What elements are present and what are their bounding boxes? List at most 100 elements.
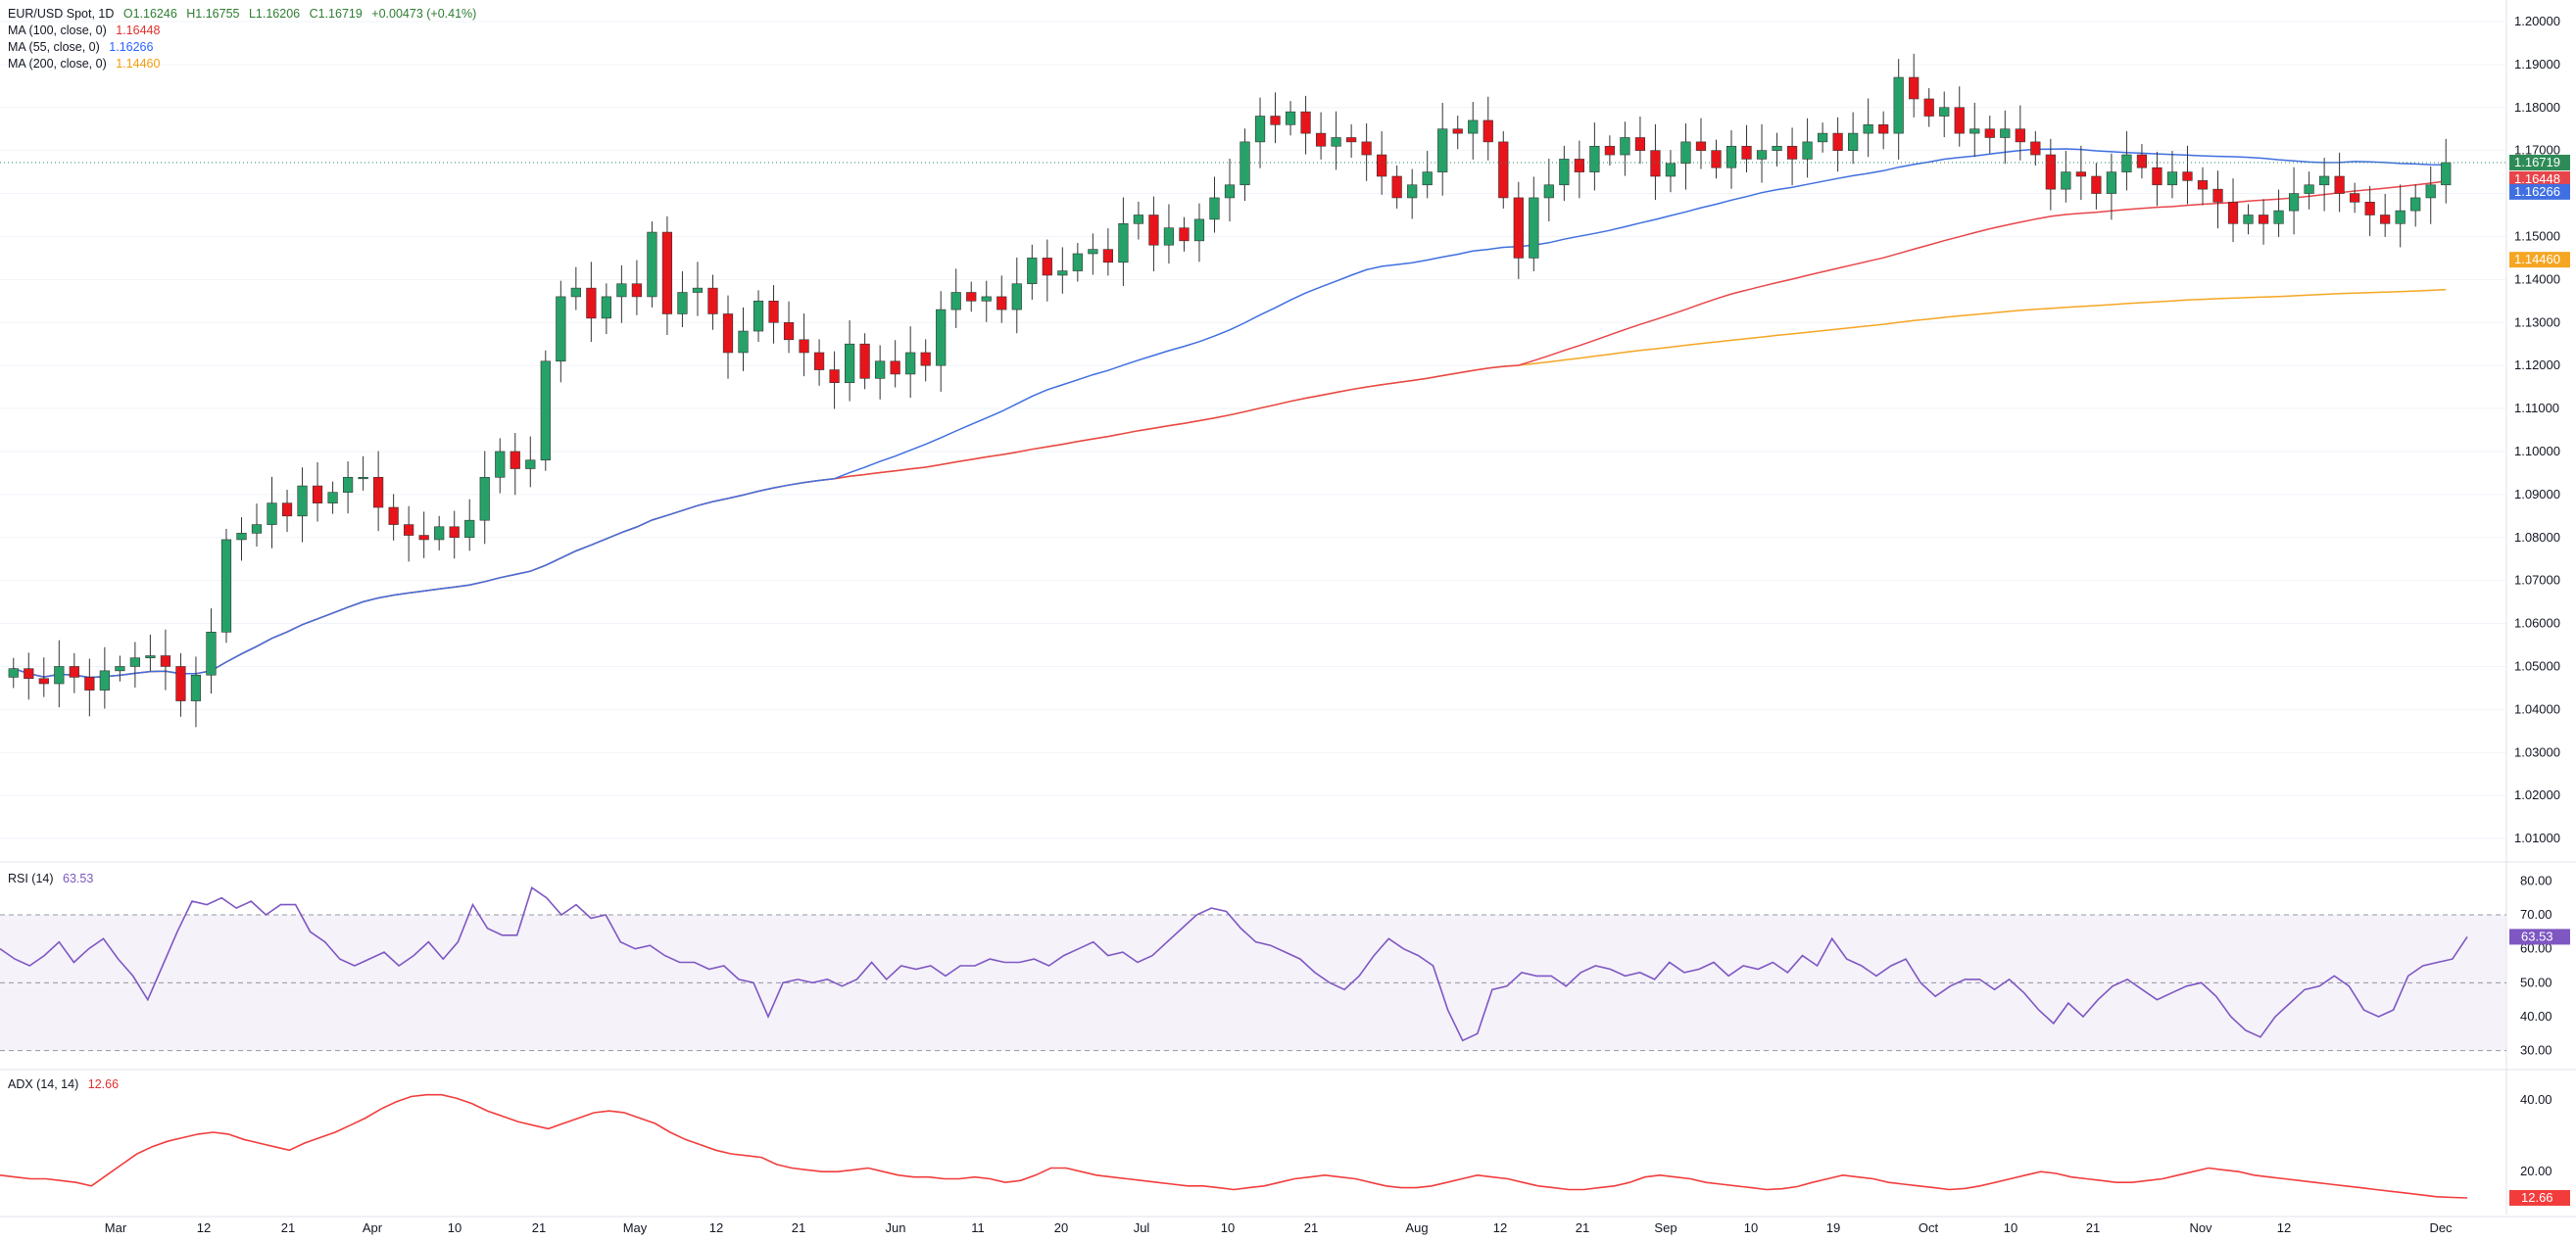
candle-down [586,262,597,343]
candle-up [556,280,566,383]
candle-body [145,655,156,658]
symbol-label[interactable]: EUR/USD Spot, 1D [8,7,115,21]
candle-down [1482,96,1493,161]
candle-body [799,339,809,354]
open-value: O1.16246 [122,7,177,21]
candle-body [950,292,961,310]
candle-body [2166,171,2178,186]
close-value: C1.16719 [309,7,363,21]
candle-body [327,492,338,503]
header-legend: EUR/USD Spot, 1D O1.16246 H1.16755 L1.16… [8,6,482,23]
candle-body [1620,137,1630,156]
candle-down [1695,118,1707,169]
candle-body [2288,193,2300,212]
candle-body [464,519,475,539]
candle-body [2410,197,2421,212]
time-tick-label: 12 [2277,1220,2291,1235]
candle-down [510,433,520,496]
candle-down [799,313,809,377]
candle-body [2380,215,2391,224]
candle-body [1118,222,1129,263]
ma200-legend[interactable]: MA (200, close, 0) 1.14460 [8,56,166,72]
candle-body [2258,215,2269,224]
candle-up [1027,244,1038,300]
candle-body [1179,227,1190,242]
candle-up [2288,167,2300,235]
candle-body [1969,128,1980,134]
price-tick-label: 1.08000 [2514,530,2560,545]
candle-up [1011,257,1022,334]
rsi-tick-label: 30.00 [2520,1043,2552,1058]
candle-up [1802,118,1813,178]
candle-down [2152,151,2163,207]
candle-up [1893,59,1904,160]
ma55-legend[interactable]: MA (55, close, 0) 1.16266 [8,39,159,56]
candle-up [1559,145,1570,202]
candle-down [890,340,900,388]
price-tick-label: 1.11000 [2514,401,2559,415]
candle-up [115,655,125,682]
candle-up [190,656,202,728]
candle-body [297,485,308,517]
candle-body [2304,184,2314,194]
candle-body [2061,171,2071,190]
candle-up [297,467,308,543]
candle-up [2395,184,2406,248]
candle-body [1589,145,1600,172]
candle-body [768,300,779,323]
candle-body [1270,116,1281,125]
candle-up [2121,130,2132,191]
time-axis[interactable]: Mar 12 21 Apr 10 21 May 12 21 Jun 11 20 Jul 10 21 Aug 12… [105,1220,2453,1235]
candle-up [570,266,581,310]
candle-body [1909,76,1920,100]
candle-up [342,461,354,514]
candle-down [69,652,79,693]
ma55-line [13,148,2447,679]
candle-up [8,657,19,689]
candle-body [2136,154,2148,168]
candle-body [251,524,263,534]
rsi-legend[interactable]: RSI (14) 63.53 [8,871,99,887]
candle-body [373,476,384,508]
candle-up [2061,151,2071,203]
candle-body [1695,141,1707,151]
candle-down [1270,92,1281,144]
candle-down [1042,239,1052,302]
candle-up [692,262,704,316]
candle-down [2091,163,2102,210]
adx-legend[interactable]: ADX (14, 14) 12.66 [8,1076,124,1093]
candle-body [1422,171,1433,186]
candle-body [829,369,840,384]
candle-body [1634,137,1646,151]
candle-down [2015,105,2025,161]
candle-down [2197,167,2209,206]
time-tick-label: 20 [1054,1220,1068,1235]
candle-body [707,287,718,314]
candle-up [1133,201,1144,240]
adx-tick-label: 40.00 [2520,1092,2552,1107]
candle-down [1513,181,1524,279]
candle-body [2000,128,2011,138]
candle-up [936,291,947,392]
candle-body [890,360,900,375]
candle-body [936,309,947,366]
candle-down [1391,166,1402,209]
rsi-line [0,886,2468,1042]
low-value: L1.16206 [248,7,301,21]
candle-up [601,283,611,335]
ma100-legend[interactable]: MA (100, close, 0) 1.16448 [8,23,166,39]
candle-body [1939,107,1950,117]
time-tick-label: 21 [532,1220,546,1235]
candle-up [875,345,886,400]
candle-down [1923,87,1934,127]
candle-up [1224,158,1236,222]
candle-up [145,634,156,672]
candle-down [38,657,49,697]
candle-up [2319,158,2330,212]
candle-body [981,296,992,302]
candle-body [1848,132,1859,151]
candle-body [2334,175,2345,194]
time-tick-label: Mar [105,1220,127,1235]
